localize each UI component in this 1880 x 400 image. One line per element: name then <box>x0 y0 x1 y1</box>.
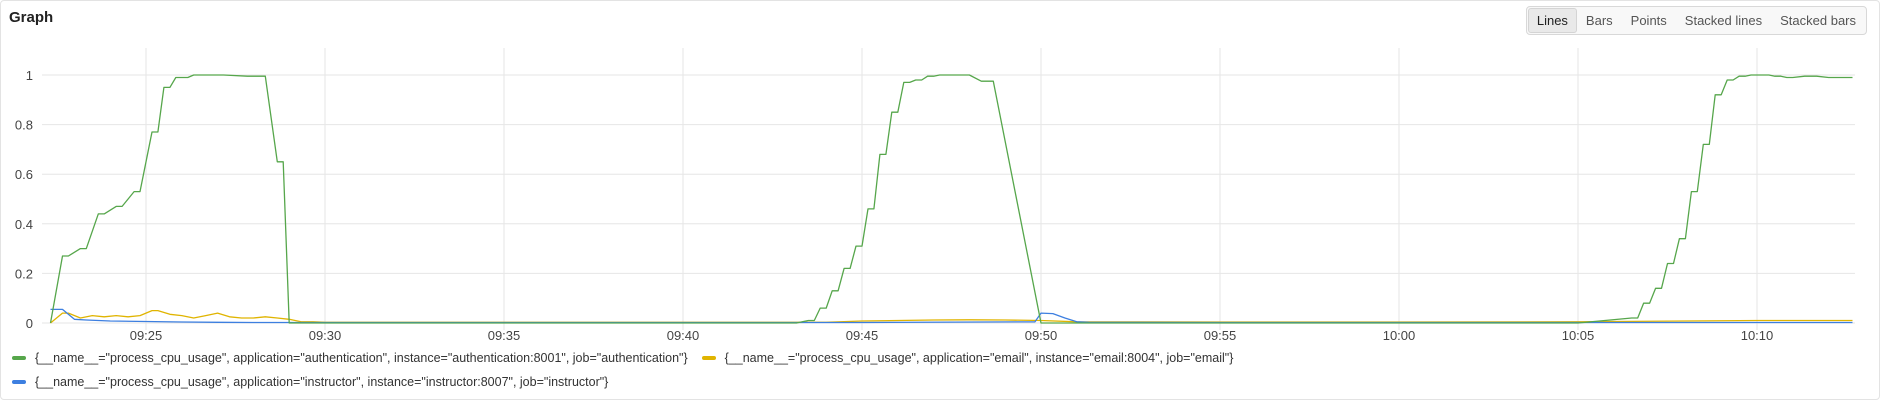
legend-row: {__name__="process_cpu_usage", applicati… <box>12 370 1412 394</box>
x-tick-label: 10:00 <box>1383 328 1416 340</box>
series-line-1 <box>50 309 1853 324</box>
y-tick-label: 0.6 <box>15 167 33 182</box>
y-tick-label: 0.8 <box>15 118 33 133</box>
view-mode-selector: Lines Bars Points Stacked lines Stacked … <box>1525 6 1867 35</box>
panel-title: Graph <box>9 9 54 26</box>
x-tick-label: 09:25 <box>130 328 163 340</box>
y-tick-label: 0 <box>26 316 33 331</box>
legend-item-authentication[interactable]: {__name__="process_cpu_usage", applicati… <box>12 351 688 365</box>
view-mode-lines[interactable]: Lines <box>1527 8 1577 33</box>
x-tick-label: 09:55 <box>1204 328 1237 340</box>
view-mode-stacked-lines[interactable]: Stacked lines <box>1684 13 1763 28</box>
x-tick-label: 10:10 <box>1741 328 1774 340</box>
legend-label: {__name__="process_cpu_usage", applicati… <box>724 351 1234 365</box>
x-tick-label: 09:35 <box>488 328 521 340</box>
series-line-0 <box>49 74 1853 324</box>
view-mode-points[interactable]: Points <box>1630 13 1667 28</box>
legend-swatch <box>12 356 26 360</box>
x-tick-label: 09:40 <box>667 328 700 340</box>
y-tick-label: 0.4 <box>15 217 33 232</box>
chart-legend: {__name__="process_cpu_usage", applicati… <box>12 346 1412 394</box>
legend-item-email[interactable]: {__name__="process_cpu_usage", applicati… <box>701 351 1234 365</box>
legend-label: {__name__="process_cpu_usage", applicati… <box>35 375 609 389</box>
legend-swatch <box>12 380 26 384</box>
y-tick-label: 1 <box>26 68 33 83</box>
view-mode-bars[interactable]: Bars <box>1585 13 1613 28</box>
y-tick-label: 0.2 <box>15 266 33 281</box>
line-chart: 0 0.2 0.4 0.6 0.8 1 09:25 09:30 09:35 09:40 09:45 0… <box>15 48 1855 340</box>
x-tick-label: 10:05 <box>1562 328 1595 340</box>
x-tick-label: 09:45 <box>846 328 879 340</box>
legend-row: {__name__="process_cpu_usage", applicati… <box>12 346 1412 370</box>
legend-item-instructor[interactable]: {__name__="process_cpu_usage", applicati… <box>12 375 608 389</box>
x-tick-label: 09:30 <box>309 328 342 340</box>
legend-swatch <box>701 356 716 360</box>
x-tick-label: 09:50 <box>1025 328 1058 340</box>
legend-label: {__name__="process_cpu_usage", applicati… <box>35 351 688 365</box>
view-mode-stacked-bars[interactable]: Stacked bars <box>1780 13 1856 28</box>
